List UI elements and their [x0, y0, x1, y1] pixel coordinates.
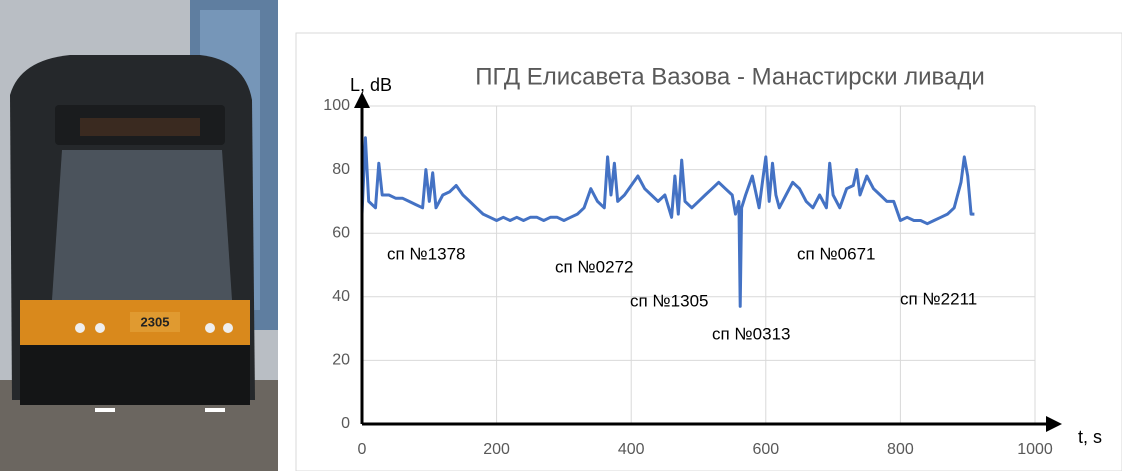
- x-tick-label: 0: [358, 441, 367, 458]
- annotation: сп №1305: [630, 291, 708, 310]
- x-tick-label: 400: [618, 441, 645, 458]
- x-tick-label: 600: [752, 441, 779, 458]
- annotation: сп №2211: [900, 289, 977, 308]
- chart-title: ПГД Елисавета Вазова - Манастирски ливад…: [475, 63, 985, 90]
- figure: 2305 ПГД Елисавета Вазова - Манастирски …: [0, 0, 1122, 471]
- y-tick-label: 100: [323, 97, 350, 114]
- x-tick-label: 800: [887, 441, 914, 458]
- annotation: сп №0313: [712, 324, 790, 343]
- x-tick-label: 200: [483, 441, 510, 458]
- annotation: сп №0272: [555, 257, 633, 276]
- x-tick-label: 1000: [1017, 441, 1053, 458]
- annotation: сп №0671: [797, 244, 875, 263]
- tram-number: 2305: [141, 314, 170, 329]
- y-tick-label: 80: [332, 161, 350, 178]
- y-tick-label: 40: [332, 288, 350, 305]
- tram-photo: 2305: [0, 0, 278, 471]
- y-tick-label: 60: [332, 224, 350, 241]
- y-tick-label: 0: [341, 415, 350, 432]
- y-tick-label: 20: [332, 352, 350, 369]
- page: {"photo_label": "2305", "chart_data": {"…: [0, 0, 1122, 471]
- annotation: сп №1378: [387, 244, 465, 263]
- x-axis-label: t, s: [1078, 427, 1102, 447]
- y-axis-label: L, dB: [350, 75, 392, 95]
